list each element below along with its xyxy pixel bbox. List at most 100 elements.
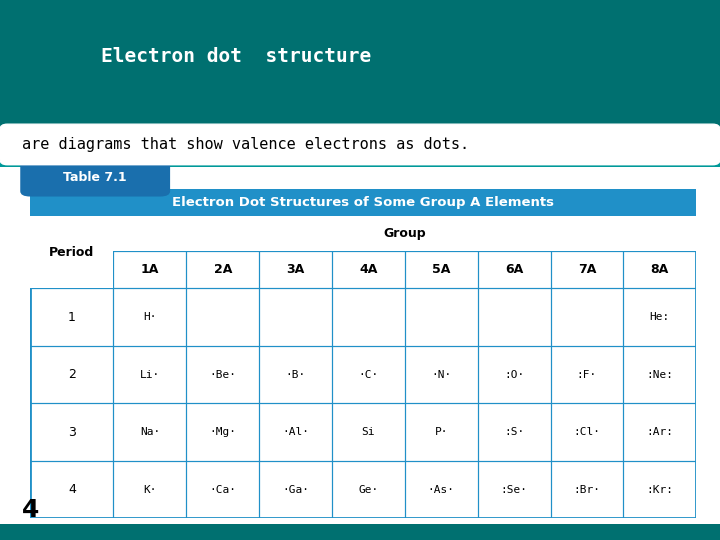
Bar <box>259 216 332 251</box>
Bar <box>551 461 624 518</box>
Text: 4: 4 <box>68 483 76 496</box>
Bar <box>114 403 186 461</box>
Text: 1A: 1A <box>140 264 159 276</box>
Text: Group: Group <box>384 227 426 240</box>
Text: Si: Si <box>361 427 375 437</box>
Bar <box>30 403 114 461</box>
Text: Na·: Na· <box>140 427 160 437</box>
Text: ·Be·: ·Be· <box>210 370 236 380</box>
Bar <box>30 216 114 288</box>
Bar <box>114 288 186 346</box>
Bar <box>332 461 405 518</box>
Bar <box>30 190 696 216</box>
Text: :Cl·: :Cl· <box>573 427 600 437</box>
Bar <box>30 346 114 403</box>
Bar <box>624 461 696 518</box>
FancyBboxPatch shape <box>20 159 170 197</box>
Text: H·: H· <box>143 312 157 322</box>
Text: Table 7.1: Table 7.1 <box>63 171 127 184</box>
Bar <box>624 216 696 251</box>
Bar <box>186 403 259 461</box>
Text: :S·: :S· <box>504 427 524 437</box>
Text: 1: 1 <box>68 310 76 324</box>
Bar <box>551 251 624 288</box>
Bar <box>624 403 696 461</box>
Text: 4A: 4A <box>359 264 377 276</box>
Text: P·: P· <box>435 427 448 437</box>
Text: 3A: 3A <box>287 264 305 276</box>
Bar <box>259 251 332 288</box>
Text: 6A: 6A <box>505 264 523 276</box>
Bar <box>114 346 186 403</box>
Text: are diagrams that show valence electrons as dots.: are diagrams that show valence electrons… <box>22 137 469 152</box>
Bar <box>477 403 551 461</box>
Bar <box>186 288 259 346</box>
Text: :Br·: :Br· <box>573 485 600 495</box>
Bar <box>624 346 696 403</box>
Bar <box>114 216 186 251</box>
Bar <box>30 216 696 518</box>
Text: ·Ga·: ·Ga· <box>282 485 309 495</box>
Bar <box>405 288 477 346</box>
Bar <box>114 461 186 518</box>
Text: 7A: 7A <box>577 264 596 276</box>
Bar <box>551 216 624 251</box>
Bar <box>551 403 624 461</box>
Text: ·Ca·: ·Ca· <box>210 485 236 495</box>
Bar <box>405 461 477 518</box>
Text: ·Mg·: ·Mg· <box>210 427 236 437</box>
Text: :Ne:: :Ne: <box>647 370 673 380</box>
Text: ·As·: ·As· <box>428 485 455 495</box>
Text: 8A: 8A <box>651 264 669 276</box>
Bar <box>405 403 477 461</box>
Bar <box>477 461 551 518</box>
Text: ·C·: ·C· <box>359 370 379 380</box>
Bar <box>259 403 332 461</box>
Text: 2A: 2A <box>214 264 232 276</box>
Bar <box>30 251 114 288</box>
Bar <box>30 216 114 251</box>
Bar <box>332 403 405 461</box>
Text: Period: Period <box>49 246 94 259</box>
Bar <box>332 346 405 403</box>
Bar <box>186 461 259 518</box>
Text: 5A: 5A <box>432 264 451 276</box>
Text: 2: 2 <box>68 368 76 381</box>
Text: 4: 4 <box>22 498 39 522</box>
Text: Ge·: Ge· <box>359 485 379 495</box>
Text: ·B·: ·B· <box>285 370 306 380</box>
Bar <box>114 216 696 251</box>
Bar <box>259 288 332 346</box>
Text: 3: 3 <box>68 426 76 438</box>
Bar <box>405 346 477 403</box>
Text: Li·: Li· <box>140 370 160 380</box>
Bar <box>332 288 405 346</box>
Bar <box>551 346 624 403</box>
Bar <box>30 288 114 346</box>
Text: Electron Dot Structures of Some Group A Elements: Electron Dot Structures of Some Group A … <box>172 197 554 210</box>
Text: K·: K· <box>143 485 157 495</box>
Bar <box>186 346 259 403</box>
Bar <box>30 461 114 518</box>
Text: :Se·: :Se· <box>500 485 528 495</box>
Bar <box>332 251 405 288</box>
Bar <box>259 346 332 403</box>
Text: He:: He: <box>649 312 670 322</box>
Bar <box>551 288 624 346</box>
Text: Electron dot  structure: Electron dot structure <box>101 47 371 66</box>
Text: :O·: :O· <box>504 370 524 380</box>
Bar <box>477 346 551 403</box>
Bar <box>477 251 551 288</box>
Bar <box>477 288 551 346</box>
Text: ·Al·: ·Al· <box>282 427 309 437</box>
Bar <box>332 216 405 251</box>
Bar <box>259 461 332 518</box>
Text: :F·: :F· <box>577 370 597 380</box>
Text: :Ar:: :Ar: <box>647 427 673 437</box>
Text: :Kr:: :Kr: <box>647 485 673 495</box>
Bar <box>624 288 696 346</box>
Bar <box>405 216 477 251</box>
Text: ·N·: ·N· <box>431 370 451 380</box>
Bar <box>477 216 551 251</box>
Bar <box>405 251 477 288</box>
